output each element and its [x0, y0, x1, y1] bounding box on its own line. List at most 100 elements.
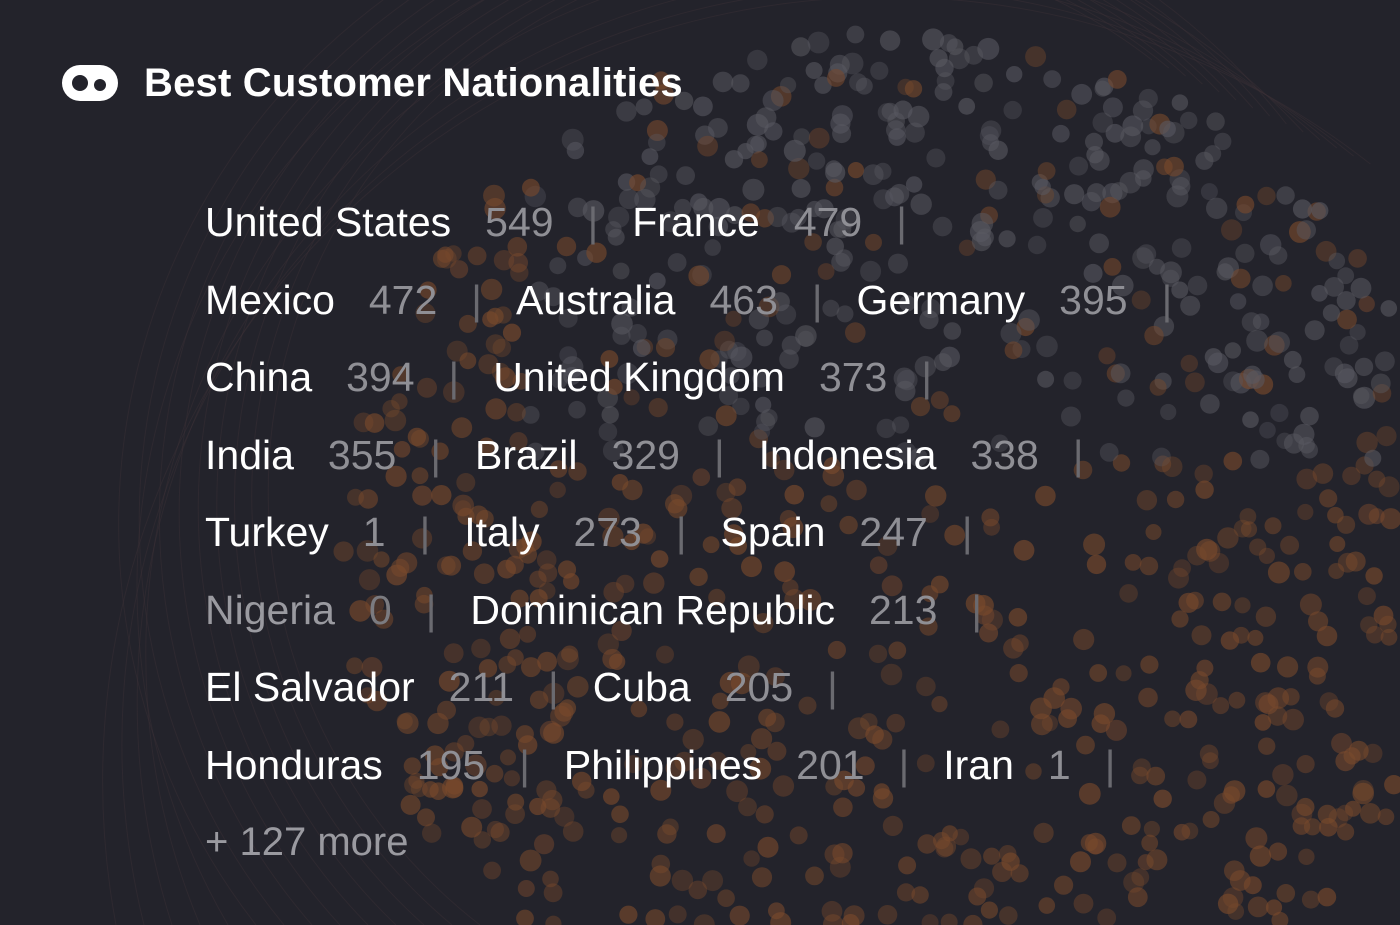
- background-dot: [407, 427, 427, 447]
- background-dot: [1013, 539, 1035, 561]
- background-dot: [1043, 70, 1062, 88]
- background-dot: [1120, 126, 1142, 148]
- background-dot: [779, 349, 799, 370]
- nationality-item[interactable]: France 479 |: [632, 199, 941, 246]
- background-dot: [349, 600, 372, 622]
- nationality-item[interactable]: Mexico 472 |: [205, 277, 516, 324]
- nationality-item[interactable]: Dominican Republic 213 |: [470, 587, 1016, 634]
- background-dot: [841, 914, 860, 925]
- background-dot: [931, 696, 948, 713]
- background-dot: [1239, 508, 1257, 525]
- nationality-item[interactable]: Spain 247 |: [721, 509, 1007, 556]
- nationality-item[interactable]: Turkey 1 |: [205, 509, 464, 556]
- nationality-item[interactable]: Cuba 205 |: [593, 664, 872, 711]
- background-dot: [1191, 625, 1212, 646]
- background-dot: [1227, 903, 1245, 920]
- nationality-name: Nigeria: [205, 586, 335, 633]
- background-dot: [1325, 699, 1345, 718]
- background-dot: [784, 484, 805, 505]
- nationality-count: 395: [1059, 276, 1128, 323]
- more-link[interactable]: + 127 more: [205, 820, 409, 865]
- background-dot: [1033, 822, 1054, 844]
- background-dot: [536, 550, 557, 570]
- background-dot: [1006, 66, 1023, 83]
- background-dot: [958, 239, 976, 256]
- background-dot: [1200, 394, 1220, 414]
- nationality-item[interactable]: Indonesia 338 |: [759, 432, 1118, 479]
- background-dot: [507, 793, 525, 811]
- background-dot: [914, 355, 937, 378]
- background-dot: [427, 712, 449, 735]
- background-dot: [755, 396, 772, 413]
- background-dot: [1061, 406, 1081, 427]
- background-dot: [1202, 752, 1219, 770]
- nationality-item[interactable]: Italy 273 |: [464, 509, 720, 556]
- background-dot: [847, 779, 866, 797]
- background-dot: [1031, 713, 1053, 736]
- nationality-item[interactable]: Brazil 329 |: [475, 432, 759, 479]
- background-dot: [830, 113, 851, 134]
- background-dot: [445, 245, 462, 262]
- separator: |: [713, 431, 725, 478]
- background-dot: [648, 133, 666, 152]
- background-dot: [742, 178, 765, 201]
- eye-toggle-icon[interactable]: [60, 61, 120, 105]
- background-dot: [1249, 538, 1267, 556]
- background-dot: [471, 638, 491, 659]
- background-dot: [641, 148, 659, 166]
- background-dot: [671, 869, 694, 892]
- nationality-item[interactable]: Iran 1 |: [943, 742, 1149, 789]
- nationality-item[interactable]: India 355 |: [205, 432, 475, 479]
- separator: |: [1072, 431, 1084, 478]
- background-dot: [1073, 628, 1095, 651]
- nationality-list: United States 549 | France 479 | Mexico 472 | Aus…: [205, 184, 1345, 882]
- separator: |: [896, 199, 907, 246]
- nationality-item[interactable]: Honduras 195 |: [205, 742, 564, 789]
- background-dot: [536, 780, 557, 801]
- background-dot: [1272, 764, 1294, 786]
- background-dot: [746, 113, 769, 136]
- separator: |: [675, 509, 687, 556]
- background-dot: [977, 37, 1000, 60]
- nationality-count: 549: [485, 199, 554, 246]
- background-dot: [725, 206, 744, 225]
- background-dot: [431, 485, 452, 506]
- nationality-item[interactable]: United Kingdom 373 |: [493, 354, 966, 401]
- background-dot: [419, 281, 437, 299]
- background-dot: [665, 494, 685, 514]
- nationality-item[interactable]: China 394 |: [205, 354, 493, 401]
- background-dot: [411, 467, 429, 485]
- nationality-item[interactable]: Nigeria 0 |: [205, 587, 470, 634]
- background-dot: [391, 393, 408, 410]
- nationality-name: Brazil: [475, 431, 578, 478]
- background-dot: [600, 350, 619, 368]
- background-dot: [471, 780, 488, 798]
- background-dot: [1342, 466, 1361, 486]
- background-dot: [1037, 370, 1055, 388]
- nationality-item[interactable]: El Salvador 211 |: [205, 664, 593, 711]
- background-dot: [943, 405, 961, 423]
- background-dot: [608, 206, 630, 228]
- background-dot: [417, 808, 435, 827]
- nationality-item[interactable]: United States 549 |: [205, 199, 632, 246]
- nationality-row: Turkey 1 | Italy 273 | Spain 247 |: [205, 494, 1345, 572]
- background-dot: [846, 479, 867, 501]
- nationality-item[interactable]: Philippines 201 |: [564, 742, 943, 789]
- background-dot: [540, 798, 561, 818]
- background-dot: [521, 406, 540, 424]
- background-dot: [692, 468, 711, 487]
- background-dot: [674, 751, 695, 772]
- nationality-item[interactable]: Germany 395 |: [857, 277, 1207, 324]
- background-dot: [438, 670, 460, 692]
- nationality-row: India 355 | Brazil 329 | Indonesia 338 |: [205, 417, 1345, 495]
- background-dot: [1304, 320, 1325, 341]
- background-dot: [543, 287, 563, 307]
- background-dot: [741, 203, 761, 222]
- background-dot: [1312, 463, 1334, 484]
- background-dot: [756, 412, 776, 432]
- nationality-item[interactable]: Australia 463 |: [516, 277, 857, 324]
- background-dot: [1324, 277, 1344, 297]
- background-dot: [562, 821, 584, 842]
- background-dot: [518, 545, 538, 564]
- background-dot: [1011, 634, 1029, 652]
